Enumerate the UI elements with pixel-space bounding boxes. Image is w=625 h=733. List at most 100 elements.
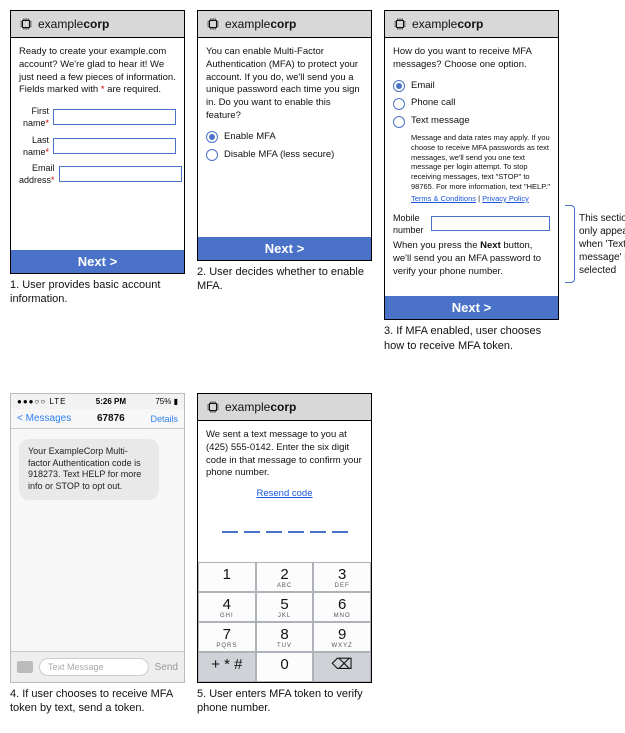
radio-icon [393, 80, 405, 92]
panel-3-body: How do you want to receive MFA messages?… [385, 38, 558, 296]
keypad-key-2[interactable]: 2ABC [256, 562, 314, 592]
annotation-bracket: This section only appears when 'Text mes… [565, 205, 625, 283]
panel-1-header: examplecorp [11, 11, 184, 38]
keypad-key-9[interactable]: 9WXYZ [313, 622, 371, 652]
panel-2-body: You can enable Multi-Factor Authenticati… [198, 38, 371, 237]
sms-bubble: Your ExampleCorp Multi-factor Authentica… [19, 439, 159, 500]
panel-5-header: examplecorp [198, 394, 371, 421]
panel-2-next-button[interactable]: Next > [198, 237, 371, 260]
first-name-input[interactable] [53, 109, 176, 125]
panel-1-body: Ready to create your example.com account… [11, 38, 184, 250]
mobile-number-input[interactable] [431, 216, 550, 231]
code-input[interactable] [206, 517, 363, 533]
bottom-row: ●●●○○ LTE 5:26 PM 75% ▮ < Messages 67876… [10, 393, 615, 716]
panel-1-next-button[interactable]: Next > [11, 250, 184, 273]
panel-3-intro: How do you want to receive MFA messages?… [393, 46, 550, 72]
keypad-key-0[interactable]: 0 [256, 652, 314, 682]
radio-icon [393, 98, 405, 110]
keypad-key-6[interactable]: 6MNO [313, 592, 371, 622]
caption-2: 2. User decides whether to enable MFA. [197, 265, 372, 294]
phone-nav: < Messages 67876 Details [11, 409, 184, 429]
enable-mfa-option[interactable]: Enable MFA [206, 131, 363, 144]
last-name-label: Last name* [19, 134, 49, 158]
phone-option[interactable]: Phone call [393, 97, 550, 110]
first-name-label: First name* [19, 105, 49, 129]
mobile-number-row: Mobile number [393, 212, 550, 236]
email-option-label: Email [411, 80, 435, 93]
signal-dots: ●●●○○ LTE [17, 397, 66, 406]
resend-row: Resend code [206, 488, 363, 501]
keypad-key-5[interactable]: 5JKL [256, 592, 314, 622]
panel-5: examplecorp We sent a text message to yo… [197, 393, 372, 683]
panel5-col: examplecorp We sent a text message to yo… [197, 393, 372, 716]
back-button[interactable]: < Messages [17, 413, 71, 424]
keypad-key-4[interactable]: 4GHI [198, 592, 256, 622]
text-option-label: Text message [411, 115, 470, 128]
panel-1: examplecorp Ready to create your example… [10, 10, 185, 274]
privacy-link[interactable]: Privacy Policy [482, 194, 529, 203]
panel-2: examplecorp You can enable Multi-Factor … [197, 10, 372, 261]
camera-icon[interactable] [17, 661, 33, 673]
panel-3-next-button[interactable]: Next > [385, 296, 558, 319]
last-name-input[interactable] [53, 138, 176, 154]
panel-3-header: examplecorp [385, 11, 558, 38]
text-input[interactable]: Text Message [39, 658, 149, 676]
panel-2-intro: You can enable Multi-Factor Authenticati… [206, 46, 363, 123]
brand-text: examplecorp [225, 17, 296, 31]
keypad-key-8[interactable]: 8TUV [256, 622, 314, 652]
panel-5-intro: We sent a text message to you at (425) 5… [206, 429, 363, 480]
resend-link[interactable]: Resend code [257, 488, 313, 499]
radio-icon [393, 116, 405, 128]
first-name-row: First name* [19, 105, 176, 129]
chip-icon [19, 17, 33, 31]
brand-text: examplecorp [38, 17, 109, 31]
mobile-number-label: Mobile number [393, 212, 425, 236]
panel-3: examplecorp How do you want to receive M… [384, 10, 559, 320]
chip-icon [206, 17, 220, 31]
brand-text: examplecorp [412, 17, 483, 31]
caption-3: 3. If MFA enabled, user chooses how to r… [384, 324, 559, 353]
text-option[interactable]: Text message [393, 115, 550, 128]
chip-icon [393, 17, 407, 31]
disable-mfa-option[interactable]: Disable MFA (less secure) [206, 149, 363, 162]
last-name-row: Last name* [19, 134, 176, 158]
status-time: 5:26 PM [96, 397, 126, 406]
fineprint: Message and data rates may apply. If you… [411, 133, 550, 192]
keypad-key-7[interactable]: 7PQRS [198, 622, 256, 652]
radio-icon [206, 131, 218, 143]
keypad-key-⌫[interactable]: ⌫ [313, 652, 371, 682]
chip-icon [206, 400, 220, 414]
policy-links: Terms & Conditions | Privacy Policy [411, 194, 550, 204]
keypad-key-1[interactable]: 1 [198, 562, 256, 592]
email-row: Email address* [19, 162, 176, 186]
panel3-col: examplecorp How do you want to receive M… [384, 10, 559, 353]
email-input[interactable] [59, 166, 182, 182]
email-label: Email address* [19, 162, 55, 186]
brand-text: examplecorp [225, 400, 296, 414]
keypad-key-+ * #[interactable]: + * # [198, 652, 256, 682]
panel-2-header: examplecorp [198, 11, 371, 38]
panel-1-intro: Ready to create your example.com account… [19, 46, 176, 97]
details-link[interactable]: Details [150, 414, 178, 424]
status-battery: 75% ▮ [155, 397, 178, 406]
disable-mfa-label: Disable MFA (less secure) [224, 149, 334, 162]
radio-icon [206, 149, 218, 161]
panel-5-body: We sent a text message to you at (425) 5… [198, 421, 371, 682]
phone-option-label: Phone call [411, 97, 455, 110]
caption-4: 4. If user chooses to receive MFA token … [10, 687, 185, 716]
caption-5: 5. User enters MFA token to verify phone… [197, 687, 372, 716]
email-option[interactable]: Email [393, 80, 550, 93]
send-button[interactable]: Send [155, 662, 178, 673]
bracket-icon [565, 205, 575, 283]
conversation-title: 67876 [97, 413, 125, 424]
panel2-col: examplecorp You can enable Multi-Factor … [197, 10, 372, 353]
panel1-col: examplecorp Ready to create your example… [10, 10, 185, 353]
phone-screenshot: ●●●○○ LTE 5:26 PM 75% ▮ < Messages 67876… [10, 393, 185, 683]
keypad: 12ABC3DEF 4GHI5JKL6MNO 7PQRS8TUV9WXYZ + * #… [198, 562, 371, 682]
terms-link[interactable]: Terms & Conditions [411, 194, 476, 203]
keypad-key-3[interactable]: 3DEF [313, 562, 371, 592]
top-row: examplecorp Ready to create your example… [10, 10, 615, 353]
confirm-text: When you press the Next button, we'll se… [393, 240, 550, 278]
annotation-text: This section only appears when 'Text mes… [579, 212, 625, 277]
enable-mfa-label: Enable MFA [224, 131, 276, 144]
